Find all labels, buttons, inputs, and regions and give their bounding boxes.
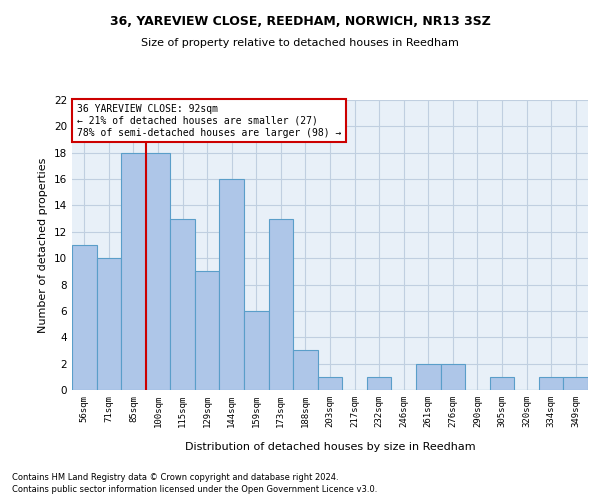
Text: Contains HM Land Registry data © Crown copyright and database right 2024.: Contains HM Land Registry data © Crown c… (12, 472, 338, 482)
Bar (490, 377, 514, 390)
Text: 36 YAREVIEW CLOSE: 92sqm
← 21% of detached houses are smaller (27)
78% of semi-d: 36 YAREVIEW CLOSE: 92sqm ← 21% of detach… (77, 104, 341, 138)
Bar (195, 272, 220, 390)
Bar (170, 218, 195, 390)
Bar (563, 377, 588, 390)
Bar (220, 179, 244, 390)
Bar (440, 364, 465, 390)
Bar (121, 152, 146, 390)
Text: 36, YAREVIEW CLOSE, REEDHAM, NORWICH, NR13 3SZ: 36, YAREVIEW CLOSE, REEDHAM, NORWICH, NR… (110, 15, 490, 28)
Bar (367, 377, 391, 390)
Bar (244, 311, 269, 390)
Bar (72, 245, 97, 390)
Bar (146, 152, 170, 390)
Text: Size of property relative to detached houses in Reedham: Size of property relative to detached ho… (141, 38, 459, 48)
Bar (318, 377, 342, 390)
Bar (539, 377, 563, 390)
Bar (97, 258, 121, 390)
Text: Distribution of detached houses by size in Reedham: Distribution of detached houses by size … (185, 442, 475, 452)
Text: Contains public sector information licensed under the Open Government Licence v3: Contains public sector information licen… (12, 485, 377, 494)
Bar (293, 350, 318, 390)
Bar (416, 364, 440, 390)
Y-axis label: Number of detached properties: Number of detached properties (38, 158, 49, 332)
Bar (269, 218, 293, 390)
